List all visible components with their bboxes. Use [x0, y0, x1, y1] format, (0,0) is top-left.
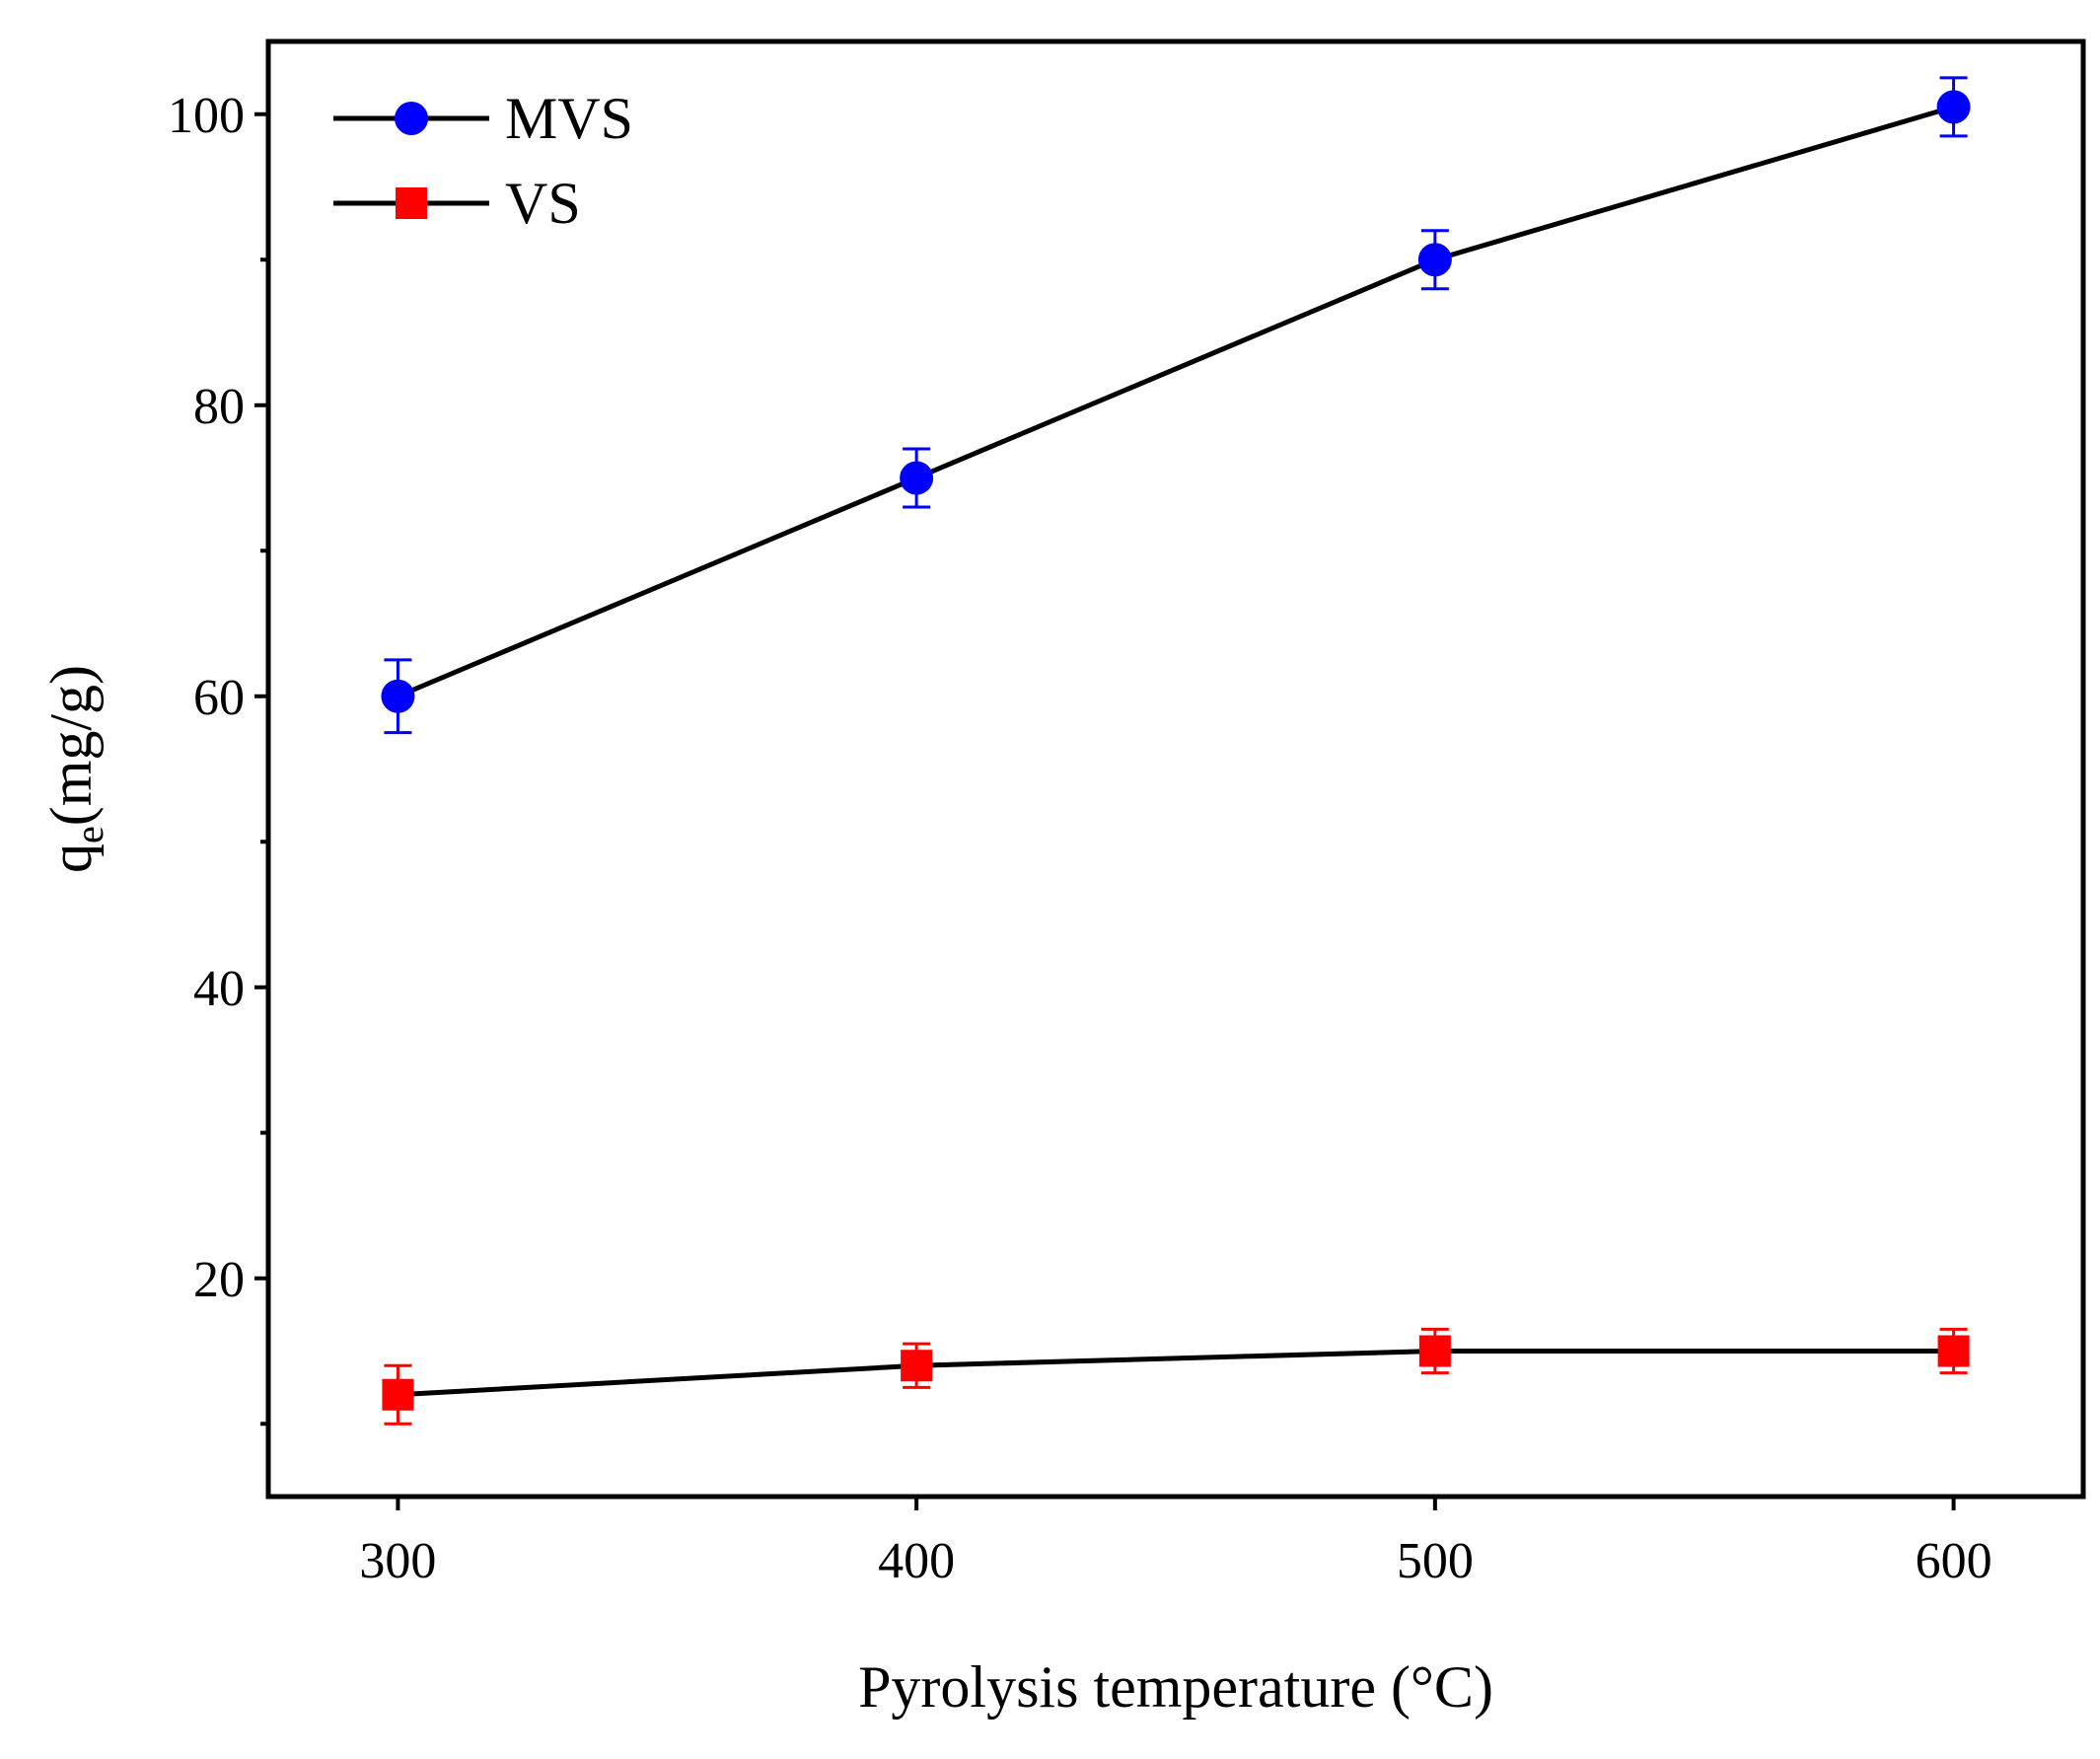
legend-label-mvs: MVS — [505, 86, 633, 151]
x-tick-label: 300 — [359, 1533, 436, 1589]
y-axis-title: qe(mg/g) — [38, 665, 111, 873]
series-vs — [382, 1327, 1970, 1426]
y-axis-title-unit: (mg/g) — [38, 665, 104, 826]
x-axis: 300 400 500 600 — [359, 1497, 1992, 1589]
series-mvs-line — [397, 104, 1955, 699]
legend-item-mvs: MVS — [333, 86, 633, 151]
series-mvs-point — [1936, 90, 1971, 124]
x-axis-title: Pyrolysis temperature (°C) — [858, 1654, 1493, 1720]
series-mvs-point — [900, 461, 934, 495]
y-axis-title-main: q — [38, 843, 104, 873]
series-vs-point — [1418, 1335, 1451, 1367]
series-layer — [381, 76, 1971, 1426]
y-tick-label: 60 — [193, 670, 245, 726]
legend-marker-vs — [396, 187, 427, 219]
series-vs-point — [382, 1378, 414, 1411]
series-vs-point — [901, 1350, 933, 1382]
plot-area — [265, 38, 2086, 1500]
x-tick-label: 400 — [878, 1533, 955, 1589]
legend-marker-mvs — [395, 102, 428, 135]
y-tick-label: 20 — [193, 1252, 245, 1308]
plot-frame — [265, 38, 2086, 1500]
series-mvs — [381, 76, 1971, 735]
series-mvs-point — [1417, 243, 1452, 277]
y-tick-label: 100 — [168, 88, 245, 144]
legend-item-vs: VS — [333, 171, 581, 236]
x-tick-label: 600 — [1916, 1533, 1992, 1589]
series-mvs-point — [381, 679, 415, 713]
x-tick-label: 500 — [1397, 1533, 1474, 1589]
series-vs-point — [1937, 1335, 1970, 1367]
y-axis: 20 40 60 80 100 — [168, 88, 268, 1427]
y-tick-label: 40 — [193, 961, 245, 1017]
legend: MVS VS — [333, 86, 633, 236]
y-tick-label: 80 — [193, 379, 245, 435]
y-axis-title-subscript: e — [67, 826, 111, 843]
legend-label-vs: VS — [505, 171, 581, 236]
series-vs-line — [398, 1349, 1954, 1398]
